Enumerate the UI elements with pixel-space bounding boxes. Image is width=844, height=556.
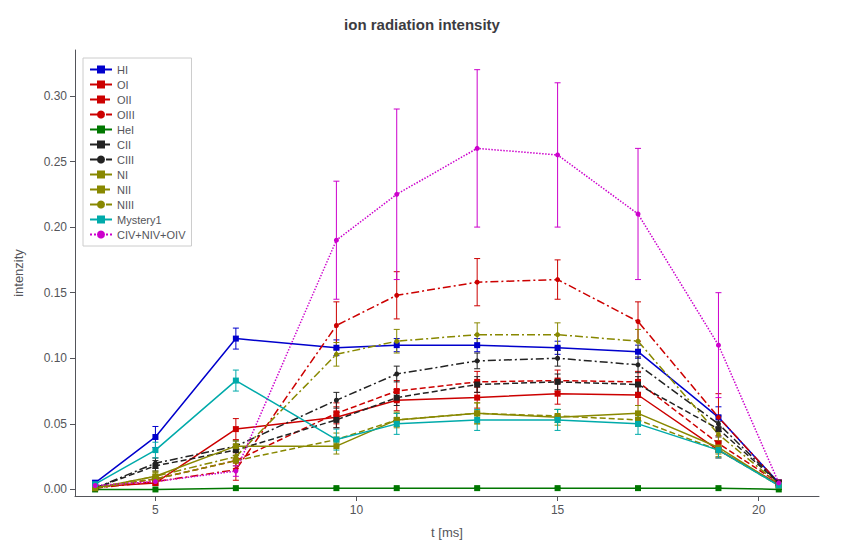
svg-text:CIII: CIII: [117, 154, 134, 166]
svg-text:0.05: 0.05: [44, 417, 68, 431]
svg-text:HI: HI: [117, 64, 128, 76]
svg-text:HeI: HeI: [117, 124, 134, 136]
svg-text:0.20: 0.20: [44, 220, 68, 234]
svg-text:OII: OII: [117, 94, 132, 106]
svg-text:CIV+NIV+OIV: CIV+NIV+OIV: [117, 229, 186, 241]
svg-text:5: 5: [152, 503, 159, 517]
svg-text:0.25: 0.25: [44, 155, 68, 169]
svg-text:t [ms]: t [ms]: [431, 525, 463, 540]
svg-text:NI: NI: [117, 169, 128, 181]
svg-text:intenzity: intenzity: [11, 249, 26, 297]
svg-text:NIII: NIII: [117, 199, 134, 211]
svg-text:OI: OI: [117, 79, 129, 91]
svg-text:20: 20: [752, 503, 766, 517]
svg-text:15: 15: [551, 503, 565, 517]
svg-text:Mystery1: Mystery1: [117, 214, 162, 226]
svg-text:NII: NII: [117, 184, 131, 196]
svg-text:OIII: OIII: [117, 109, 135, 121]
svg-text:0.15: 0.15: [44, 286, 68, 300]
svg-text:0.30: 0.30: [44, 89, 68, 103]
svg-text:0.00: 0.00: [44, 482, 68, 496]
svg-text:CII: CII: [117, 139, 131, 151]
svg-text:0.10: 0.10: [44, 351, 68, 365]
svg-text:10: 10: [350, 503, 364, 517]
svg-text:ion radiation intensity: ion radiation intensity: [344, 16, 501, 33]
